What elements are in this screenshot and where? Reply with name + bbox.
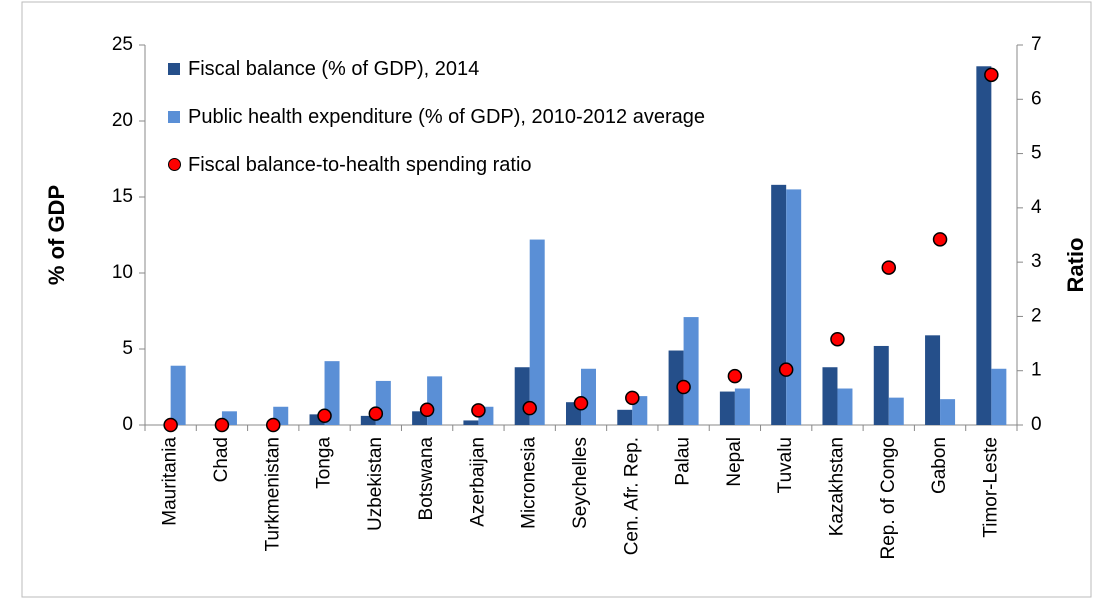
y2-tick-label: 1 <box>1031 360 1042 381</box>
y-tick-label: 20 <box>112 110 133 131</box>
chart-frame <box>21 1 1092 598</box>
ratio-point <box>727 368 743 384</box>
bar <box>940 399 956 425</box>
y-tick-label: 15 <box>112 186 133 207</box>
ratio-point <box>676 379 691 395</box>
x-tick-label: Rep. of Congo <box>878 437 899 560</box>
legend-label: Public health expenditure (% of GDP), 20… <box>188 106 705 128</box>
bar <box>925 335 941 425</box>
ratio-point <box>265 417 281 433</box>
bar <box>309 414 325 425</box>
bar <box>617 409 633 425</box>
y-tick-label: 0 <box>122 414 133 435</box>
bar <box>427 376 443 425</box>
bar <box>719 391 735 425</box>
x-tick-label: Timor-Leste <box>980 437 1001 538</box>
x-tick-label: Turkmenistan <box>262 437 283 551</box>
x-tick-label: Tuvalu <box>775 437 796 493</box>
ratio-point <box>368 406 384 421</box>
legend-label: Fiscal balance (% of GDP), 2014 <box>188 58 480 80</box>
x-tick-label: Seychelles <box>570 437 591 529</box>
bar <box>888 397 904 425</box>
bar <box>668 350 684 425</box>
ratio-point <box>214 417 230 433</box>
bar <box>463 420 479 425</box>
x-tick-label: Micronesia <box>519 437 540 529</box>
y-axis-label: % of GDP <box>44 185 69 285</box>
ratio-point <box>830 331 845 347</box>
y2-tick-label: 5 <box>1031 143 1042 164</box>
bar <box>837 388 853 425</box>
y-tick-label: 25 <box>112 34 133 55</box>
legend-marker <box>168 158 181 171</box>
bar <box>976 66 992 425</box>
y-tick-label: 5 <box>122 338 133 359</box>
x-tick-label: Mauritania <box>160 437 181 526</box>
x-tick-label: Palau <box>673 437 694 486</box>
x-tick-label: Azerbaijan <box>467 437 488 527</box>
ratio-point <box>881 260 897 275</box>
y-tick-label: 10 <box>112 262 133 283</box>
bar <box>529 239 545 425</box>
x-tick-label: Kazakhstan <box>826 437 847 536</box>
legend-item: Fiscal balance-to-health spending ratio <box>168 152 728 178</box>
bar <box>873 345 889 425</box>
bar <box>581 368 596 425</box>
x-tick-label: Tonga <box>314 437 335 489</box>
x-tick-label: Gabon <box>929 437 950 494</box>
x-tick-label: Uzbekistan <box>365 437 386 531</box>
ratio-point <box>163 417 178 433</box>
legend-marker <box>168 63 180 75</box>
bar <box>360 415 376 425</box>
legend: Fiscal balance (% of GDP), 2014 Public he… <box>168 56 728 200</box>
bar <box>771 184 787 425</box>
bar <box>514 367 530 425</box>
ratio-point <box>317 408 332 424</box>
bar <box>324 361 340 425</box>
ratio-point <box>471 403 486 418</box>
y2-tick-label: 6 <box>1031 88 1042 109</box>
y2-tick-label: 4 <box>1031 197 1042 218</box>
y2-tick-label: 0 <box>1031 414 1042 435</box>
legend-marker <box>168 111 180 123</box>
y2-tick-label: 7 <box>1031 34 1042 55</box>
x-tick-label: Chad <box>211 437 232 482</box>
legend-label: Fiscal balance-to-health spending ratio <box>188 154 532 176</box>
x-tick-label: Cen. Afr. Rep. <box>621 437 642 555</box>
x-tick-label: Nepal <box>724 437 745 487</box>
bar <box>683 317 699 425</box>
bar <box>170 365 186 425</box>
bar <box>991 368 1007 425</box>
ratio-point <box>984 67 999 83</box>
y2-axis-label: Ratio <box>1063 238 1088 293</box>
ratio-point <box>625 390 640 406</box>
bar <box>786 189 802 425</box>
ratio-point <box>419 402 435 418</box>
bar <box>822 367 838 425</box>
legend-item: Fiscal balance (% of GDP), 2014 <box>168 56 728 82</box>
legend-item: Public health expenditure (% of GDP), 20… <box>168 104 728 130</box>
bar <box>734 388 750 425</box>
y2-tick-label: 2 <box>1031 305 1042 326</box>
y2-tick-label: 3 <box>1031 251 1042 272</box>
ratio-point <box>573 396 589 411</box>
ratio-point <box>778 362 794 377</box>
x-tick-label: Botswana <box>416 437 437 521</box>
ratio-point <box>522 400 537 416</box>
ratio-point <box>932 232 948 247</box>
